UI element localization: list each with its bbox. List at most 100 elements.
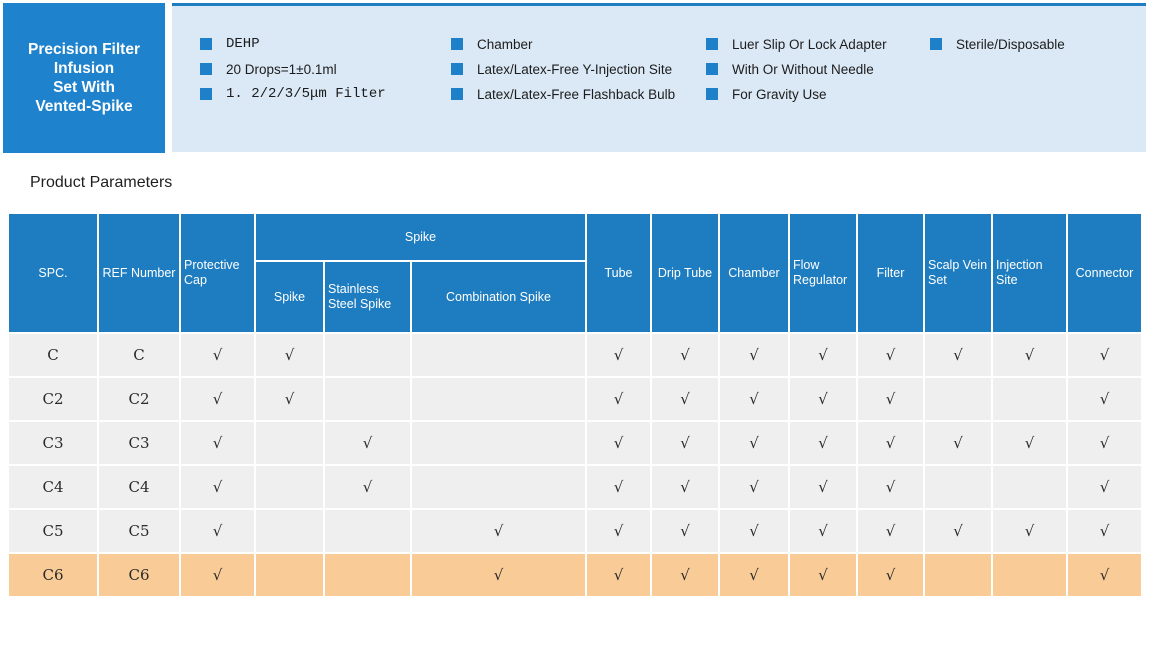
- feature-item: Luer Slip Or Lock Adapter: [706, 36, 887, 52]
- check-cell-protective_cap: √: [181, 466, 254, 508]
- feature-label: For Gravity Use: [732, 86, 827, 102]
- feature-label: Sterile/Disposable: [956, 36, 1065, 52]
- feature-item: Chamber: [451, 37, 675, 52]
- ref-cell: C6: [99, 554, 179, 596]
- bullet-square-icon: [706, 63, 718, 75]
- check-cell-protective_cap: √: [181, 510, 254, 552]
- col-header-stainless-steel-spike: Stainless Steel Spike: [325, 262, 410, 332]
- bullet-square-icon: [451, 63, 463, 75]
- features-column-1: DEHP 20 Drops=1±0.1ml 1. 2/2/3/5μm Filter: [200, 36, 386, 112]
- check-cell-tube: √: [587, 334, 650, 376]
- feature-label: 1. 2/2/3/5μm Filter: [226, 86, 386, 102]
- col-header-combination-spike: Combination Spike: [412, 262, 585, 332]
- check-cell-injection: [993, 554, 1066, 596]
- check-cell-chamber: √: [720, 510, 788, 552]
- ref-cell: C5: [99, 510, 179, 552]
- check-cell-flow: √: [790, 510, 856, 552]
- check-cell-protective_cap: √: [181, 554, 254, 596]
- check-cell-connector: √: [1068, 334, 1141, 376]
- feature-label: Latex/Latex-Free Flashback Bulb: [477, 86, 676, 102]
- check-cell-protective_cap: √: [181, 334, 254, 376]
- check-cell-filter: √: [858, 510, 923, 552]
- check-cell-filter: √: [858, 422, 923, 464]
- bullet-square-icon: [451, 88, 463, 100]
- bullet-square-icon: [706, 88, 718, 100]
- feature-label: 20 Drops=1±0.1ml: [226, 61, 337, 77]
- check-cell-connector: √: [1068, 554, 1141, 596]
- feature-item: For Gravity Use: [706, 86, 887, 102]
- spc-cell: C6: [9, 554, 97, 596]
- product-title-box: Precision Filter Infusion Set With Vente…: [3, 3, 165, 153]
- col-header-spc: SPC.: [9, 214, 97, 332]
- bullet-square-icon: [930, 38, 942, 50]
- col-header-ref-number: REF Number: [99, 214, 179, 332]
- feature-label: Luer Slip Or Lock Adapter: [732, 36, 887, 52]
- check-cell-injection: √: [993, 422, 1066, 464]
- ref-cell: C3: [99, 422, 179, 464]
- check-cell-scalp: [925, 378, 991, 420]
- check-cell-injection: [993, 378, 1066, 420]
- col-group-header-spike: Spike: [256, 214, 585, 260]
- check-cell-scalp: √: [925, 422, 991, 464]
- check-cell-spike: [256, 554, 323, 596]
- check-cell-stainless: √: [325, 466, 410, 508]
- check-cell-flow: √: [790, 378, 856, 420]
- feature-label: DEHP: [226, 36, 260, 52]
- table-body: C C √ √ √ √ √ √ √ √ √ √ C2 C2 √ √ √ √ √ √ √ √ C3 C3 √ √ √ √ √ √ √ √ √ √ C4…: [9, 334, 1141, 596]
- col-header-connector: Connector: [1068, 214, 1141, 332]
- check-cell-combination: [412, 378, 585, 420]
- table-row: C2 C2 √ √ √ √ √ √ √ √: [9, 378, 1141, 420]
- check-cell-protective_cap: √: [181, 422, 254, 464]
- check-cell-spike: [256, 510, 323, 552]
- check-cell-tube: √: [587, 378, 650, 420]
- check-cell-drip: √: [652, 334, 718, 376]
- spc-cell: C2: [9, 378, 97, 420]
- check-cell-filter: √: [858, 378, 923, 420]
- feature-label: With Or Without Needle: [732, 61, 874, 77]
- features-column-2: Chamber Latex/Latex-Free Y-Injection Site…: [451, 37, 675, 112]
- col-header-scalp-vein-set: Scalp Vein Set: [925, 214, 991, 332]
- check-cell-spike: √: [256, 334, 323, 376]
- check-cell-combination: [412, 334, 585, 376]
- check-cell-tube: √: [587, 554, 650, 596]
- col-header-injection-site: Injection Site: [993, 214, 1066, 332]
- col-header-drip-tube: Drip Tube: [652, 214, 718, 332]
- col-header-protective-cap: Protective Cap: [181, 214, 254, 332]
- check-cell-combination: [412, 466, 585, 508]
- product-parameters-table: SPC. REF Number Protective Cap Spike Tub…: [7, 212, 1143, 598]
- check-cell-stainless: √: [325, 422, 410, 464]
- check-cell-filter: √: [858, 334, 923, 376]
- check-cell-injection: √: [993, 510, 1066, 552]
- spc-cell: C4: [9, 466, 97, 508]
- check-cell-flow: √: [790, 554, 856, 596]
- check-cell-drip: √: [652, 466, 718, 508]
- table-row: C3 C3 √ √ √ √ √ √ √ √ √ √: [9, 422, 1141, 464]
- check-cell-connector: √: [1068, 510, 1141, 552]
- check-cell-flow: √: [790, 466, 856, 508]
- check-cell-filter: √: [858, 554, 923, 596]
- check-cell-spike: [256, 422, 323, 464]
- check-cell-drip: √: [652, 554, 718, 596]
- feature-label: Latex/Latex-Free Y-Injection Site: [477, 61, 673, 77]
- check-cell-chamber: √: [720, 422, 788, 464]
- check-cell-stainless: [325, 334, 410, 376]
- table-row: C5 C5 √ √ √ √ √ √ √ √ √ √: [9, 510, 1141, 552]
- check-cell-connector: √: [1068, 466, 1141, 508]
- features-column-3: Luer Slip Or Lock Adapter With Or Without…: [706, 37, 887, 112]
- feature-item: 20 Drops=1±0.1ml: [200, 61, 386, 77]
- feature-item: With Or Without Needle: [706, 61, 887, 77]
- check-cell-injection: [993, 466, 1066, 508]
- col-header-filter: Filter: [858, 214, 923, 332]
- bullet-square-icon: [451, 38, 463, 50]
- check-cell-combination: √: [412, 554, 585, 596]
- col-header-flow-regulator: Flow Regulator: [790, 214, 856, 332]
- ref-cell: C2: [99, 378, 179, 420]
- check-cell-spike: [256, 466, 323, 508]
- table-row: C6 C6 √ √ √ √ √ √ √ √: [9, 554, 1141, 596]
- check-cell-combination: √: [412, 510, 585, 552]
- check-cell-protective_cap: √: [181, 378, 254, 420]
- check-cell-injection: √: [993, 334, 1066, 376]
- check-cell-drip: √: [652, 378, 718, 420]
- table-row: C4 C4 √ √ √ √ √ √ √ √: [9, 466, 1141, 508]
